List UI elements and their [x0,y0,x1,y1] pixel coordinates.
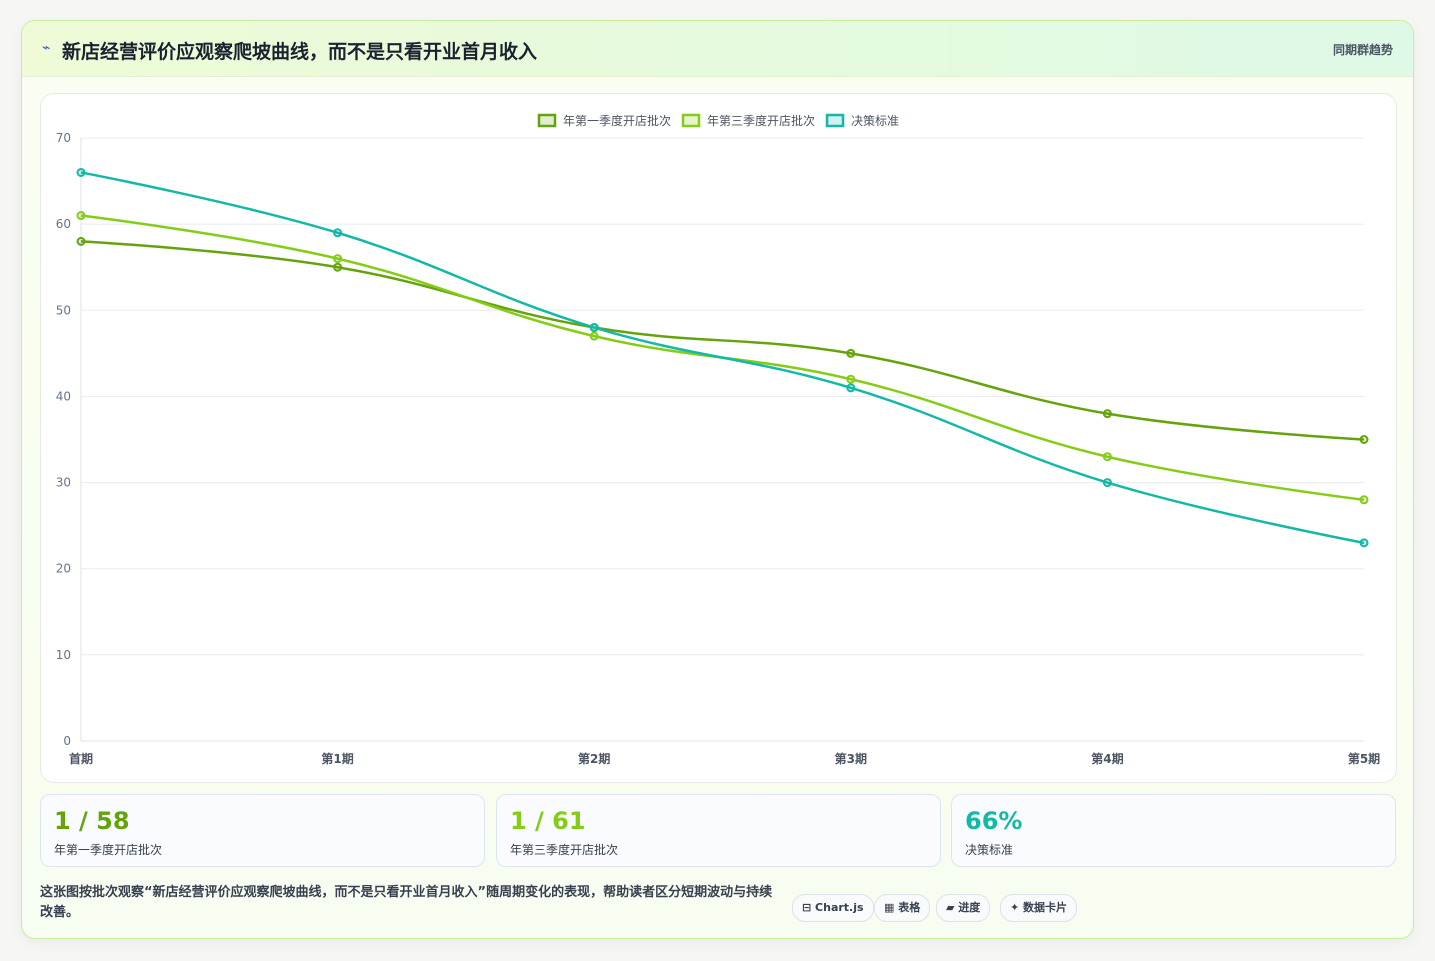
x-tick-label: 首期 [69,751,93,766]
x-tick-label: 第2期 [578,751,610,766]
y-tick-label: 20 [56,562,71,576]
legend-swatch [681,113,701,128]
point [846,374,856,384]
stat-value: 66% [965,807,1023,835]
stat-card: 66% 决策标准 [951,794,1396,867]
chip-label: 数据卡片 [1023,901,1068,914]
card: ⌁ 新店经营评价应观察爬坡曲线，而不是只看开业首月收入 同期群趋势 0 10 20 3… [21,20,1414,939]
point [1102,452,1112,462]
legend-swatch [537,113,557,128]
point [1102,409,1112,419]
legend-label: 年第一季度开店批次 [563,113,671,128]
point [846,383,856,393]
chip-label: 进度 [958,901,981,914]
icon: ⌁ [42,40,51,56]
y-tick-label: 30 [56,476,71,490]
point [1359,495,1369,505]
legend-label: 决策标准 [851,114,899,128]
point [333,262,343,272]
point [846,348,856,358]
chip-label: Chart.js [815,901,864,914]
y-tick-label: 0 [63,734,71,748]
point [589,323,599,333]
chart-panel: 0 10 20 30 40 50 60 70 首期 第1期 第2期 第3期 第4期 第5期 年第一季度开店批… [40,93,1397,783]
y-tick-label: 40 [56,389,71,403]
chip-label: 表格 [898,901,921,914]
point [1359,435,1369,444]
chip[interactable]: ▦ 表格 [874,894,931,922]
point [76,167,86,177]
x-tick-label: 第4期 [1091,751,1123,766]
stat-value: 1 / 61 [510,807,586,835]
series-line [80,171,1365,545]
legend-swatch [825,113,845,128]
point [333,254,343,264]
tag: 同期群趋势 [1332,43,1393,57]
chip[interactable]: ⊟ Chart.js [792,894,874,922]
point [589,331,599,341]
point [333,228,343,238]
stat-value: 1 / 58 [54,807,130,835]
chip[interactable]: ✦ 数据卡片 [1000,894,1078,922]
note: 这张图按批次观察“新店经营评价应观察爬坡曲线，而不是只看开业首月收入”随周期变化… [40,885,773,920]
stat-label: 决策标准 [965,843,1014,857]
stat-card: 1 / 58 年第一季度开店批次 [40,794,485,867]
x-tick-label: 第1期 [321,751,353,766]
x-tick-label: 第3期 [835,751,867,766]
legend-label: 年第三季度开店批次 [707,113,815,128]
point [76,211,86,221]
y-tick-label: 10 [56,648,71,662]
series-line [80,240,1365,441]
x-tick-label: 第5期 [1348,751,1380,766]
header: ⌁ 新店经营评价应观察爬坡曲线，而不是只看开业首月收入 同期群趋势 [22,21,1413,77]
y-tick-label: 70 [56,131,71,145]
point [76,236,86,246]
stat-card: 1 / 61 年第三季度开店批次 [496,794,941,867]
title: 新店经营评价应观察爬坡曲线，而不是只看开业首月收入 [62,41,538,63]
y-tick-label: 50 [56,303,71,317]
chip[interactable]: ▰ 进度 [936,894,991,922]
point [1102,478,1112,488]
stat-label: 年第三季度开店批次 [510,843,619,857]
chart: 0 10 20 30 40 50 60 70 首期 第1期 第2期 第3期 第4期 第5期 年第一季度开店批… [56,113,1380,766]
y-tick-label: 60 [56,217,71,231]
point [1359,538,1369,548]
stat-label: 年第一季度开店批次 [54,843,163,857]
